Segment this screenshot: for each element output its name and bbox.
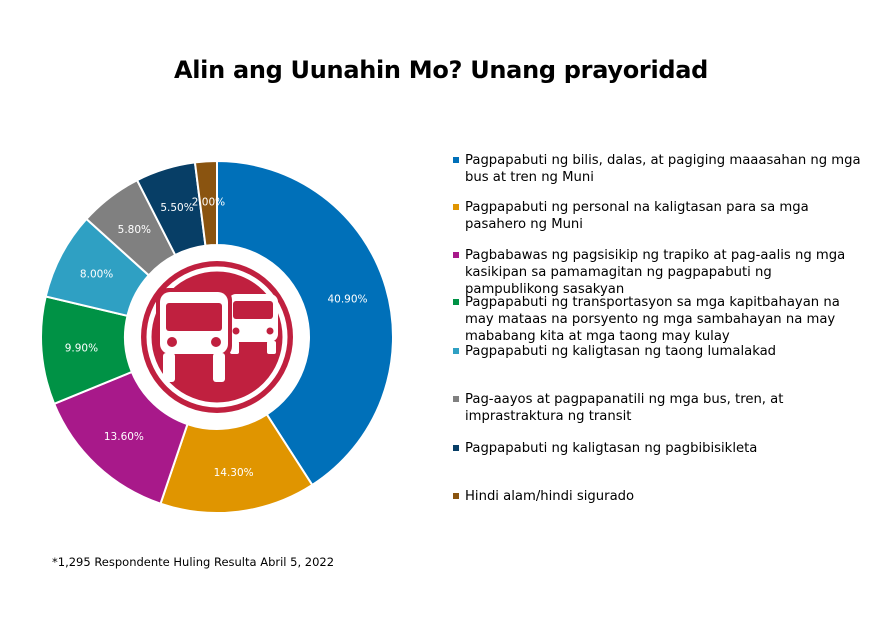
- legend-label: Pagpapabuti ng kaligtasan ng taong lumal…: [465, 344, 777, 359]
- bus-icon: [156, 288, 278, 382]
- slice-value-label: 8.00%: [80, 269, 113, 281]
- legend-item: Pagbabawas ng pagsisikip ng trapiko at p…: [453, 247, 863, 298]
- slice-value-label: 40.90%: [327, 294, 367, 306]
- legend-swatch: [453, 348, 459, 354]
- center-badge: [125, 245, 309, 429]
- slice-value-label: 5.50%: [160, 202, 193, 214]
- legend-swatch: [453, 396, 459, 402]
- legend-item: Pagpapabuti ng kaligtasan ng pagbibisikl…: [453, 440, 863, 457]
- footnote: *1,295 Respondente Huling Resulta Abril …: [52, 555, 335, 569]
- slice-value-label: 14.30%: [214, 467, 254, 479]
- legend-swatch: [453, 252, 459, 258]
- legend-item: Pagpapabuti ng bilis, dalas, at pagiging…: [453, 152, 863, 186]
- legend-label: Pagbabawas ng pagsisikip ng trapiko at p…: [465, 248, 846, 297]
- legend-swatch: [453, 204, 459, 210]
- legend-label: Hindi alam/hindi sigurado: [465, 489, 635, 504]
- legend-swatch: [453, 157, 459, 163]
- chart-title: Alin ang Uunahin Mo? Unang prayoridad: [173, 56, 709, 84]
- legend-label: Pagpapabuti ng kaligtasan ng pagbibisikl…: [465, 441, 758, 456]
- legend-swatch: [453, 445, 459, 451]
- slice-value-label: 13.60%: [104, 431, 144, 443]
- slice-value-label: 5.80%: [118, 224, 151, 236]
- legend-label: Pag-aayos at pagpapanatili ng mga bus, t…: [465, 392, 784, 424]
- legend-label: Pagpapabuti ng bilis, dalas, at pagiging…: [465, 153, 861, 185]
- slice-value-label: 2.00%: [192, 196, 225, 208]
- legend-label: Pagpapabuti ng transportasyon sa mga kap…: [465, 295, 840, 344]
- legend-item: Hindi alam/hindi sigurado: [453, 488, 863, 505]
- legend-item: Pagpapabuti ng personal na kaligtasan pa…: [453, 199, 863, 233]
- slice-value-label: 9.90%: [65, 343, 98, 355]
- legend-item: Pagpapabuti ng kaligtasan ng taong lumal…: [453, 343, 863, 360]
- legend: Pagpapabuti ng bilis, dalas, at pagiging…: [453, 0, 873, 639]
- legend-item: Pag-aayos at pagpapanatili ng mga bus, t…: [453, 391, 863, 425]
- legend-item: Pagpapabuti ng transportasyon sa mga kap…: [453, 294, 863, 345]
- legend-label: Pagpapabuti ng personal na kaligtasan pa…: [465, 200, 809, 232]
- legend-swatch: [453, 299, 459, 305]
- legend-swatch: [453, 493, 459, 499]
